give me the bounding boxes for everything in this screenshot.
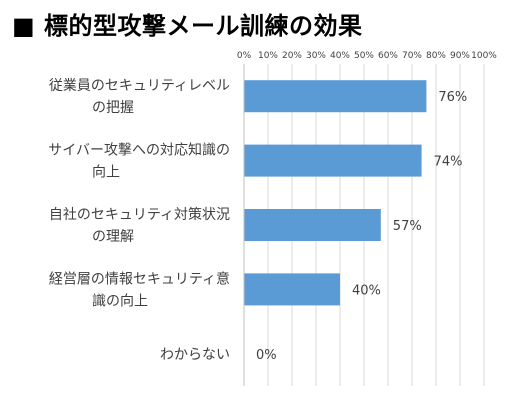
x-tick-label: 40%: [330, 51, 350, 61]
category-label: わからない: [160, 347, 230, 363]
category-label: の理解: [92, 229, 134, 245]
x-tick-label: 30%: [306, 51, 326, 61]
x-tick-label: 50%: [354, 51, 374, 61]
x-tick-label: 20%: [282, 51, 302, 61]
category-label: サイバー攻撃への対応知識の: [48, 142, 230, 159]
x-tick-label: 100%: [471, 51, 497, 61]
x-tick-label: 80%: [426, 51, 446, 61]
data-label: 76%: [438, 90, 467, 105]
bar: [244, 144, 422, 177]
x-tick-label: 0%: [237, 51, 252, 61]
bar: [244, 209, 381, 241]
x-tick-label: 60%: [378, 51, 398, 61]
category-label: 従業員のセキュリティレベル: [49, 78, 230, 94]
category-label: 識の向上: [92, 293, 148, 309]
bar: [244, 273, 340, 306]
data-label: 57%: [393, 219, 422, 234]
data-label: 0%: [256, 348, 277, 363]
category-label: 向上: [92, 165, 120, 181]
data-label: 74%: [434, 155, 463, 170]
x-tick-label: 70%: [402, 51, 422, 61]
bar: [244, 80, 427, 113]
chart-title: ■ 標的型攻撃メール訓練の効果: [12, 12, 363, 40]
category-label: 経営層の情報セキュリティ意: [49, 270, 230, 287]
category-label: の把握: [92, 100, 134, 116]
x-tick-label: 90%: [450, 51, 470, 61]
data-label: 40%: [352, 283, 381, 298]
category-label: 自社のセキュリティ対策状況: [49, 206, 230, 223]
x-tick-label: 10%: [258, 51, 278, 61]
